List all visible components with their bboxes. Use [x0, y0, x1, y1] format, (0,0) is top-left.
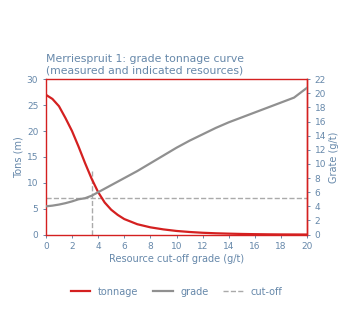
- Text: Merriespruit 1: grade tonnage curve
(measured and indicated resources): Merriespruit 1: grade tonnage curve (mea…: [46, 54, 244, 76]
- Y-axis label: Tons (m): Tons (m): [14, 136, 24, 178]
- X-axis label: Resource cut-off grade (g/t): Resource cut-off grade (g/t): [109, 254, 244, 264]
- Legend: tonnage, grade, cut-off: tonnage, grade, cut-off: [67, 283, 286, 301]
- Y-axis label: Grate (g/t): Grate (g/t): [329, 131, 339, 183]
